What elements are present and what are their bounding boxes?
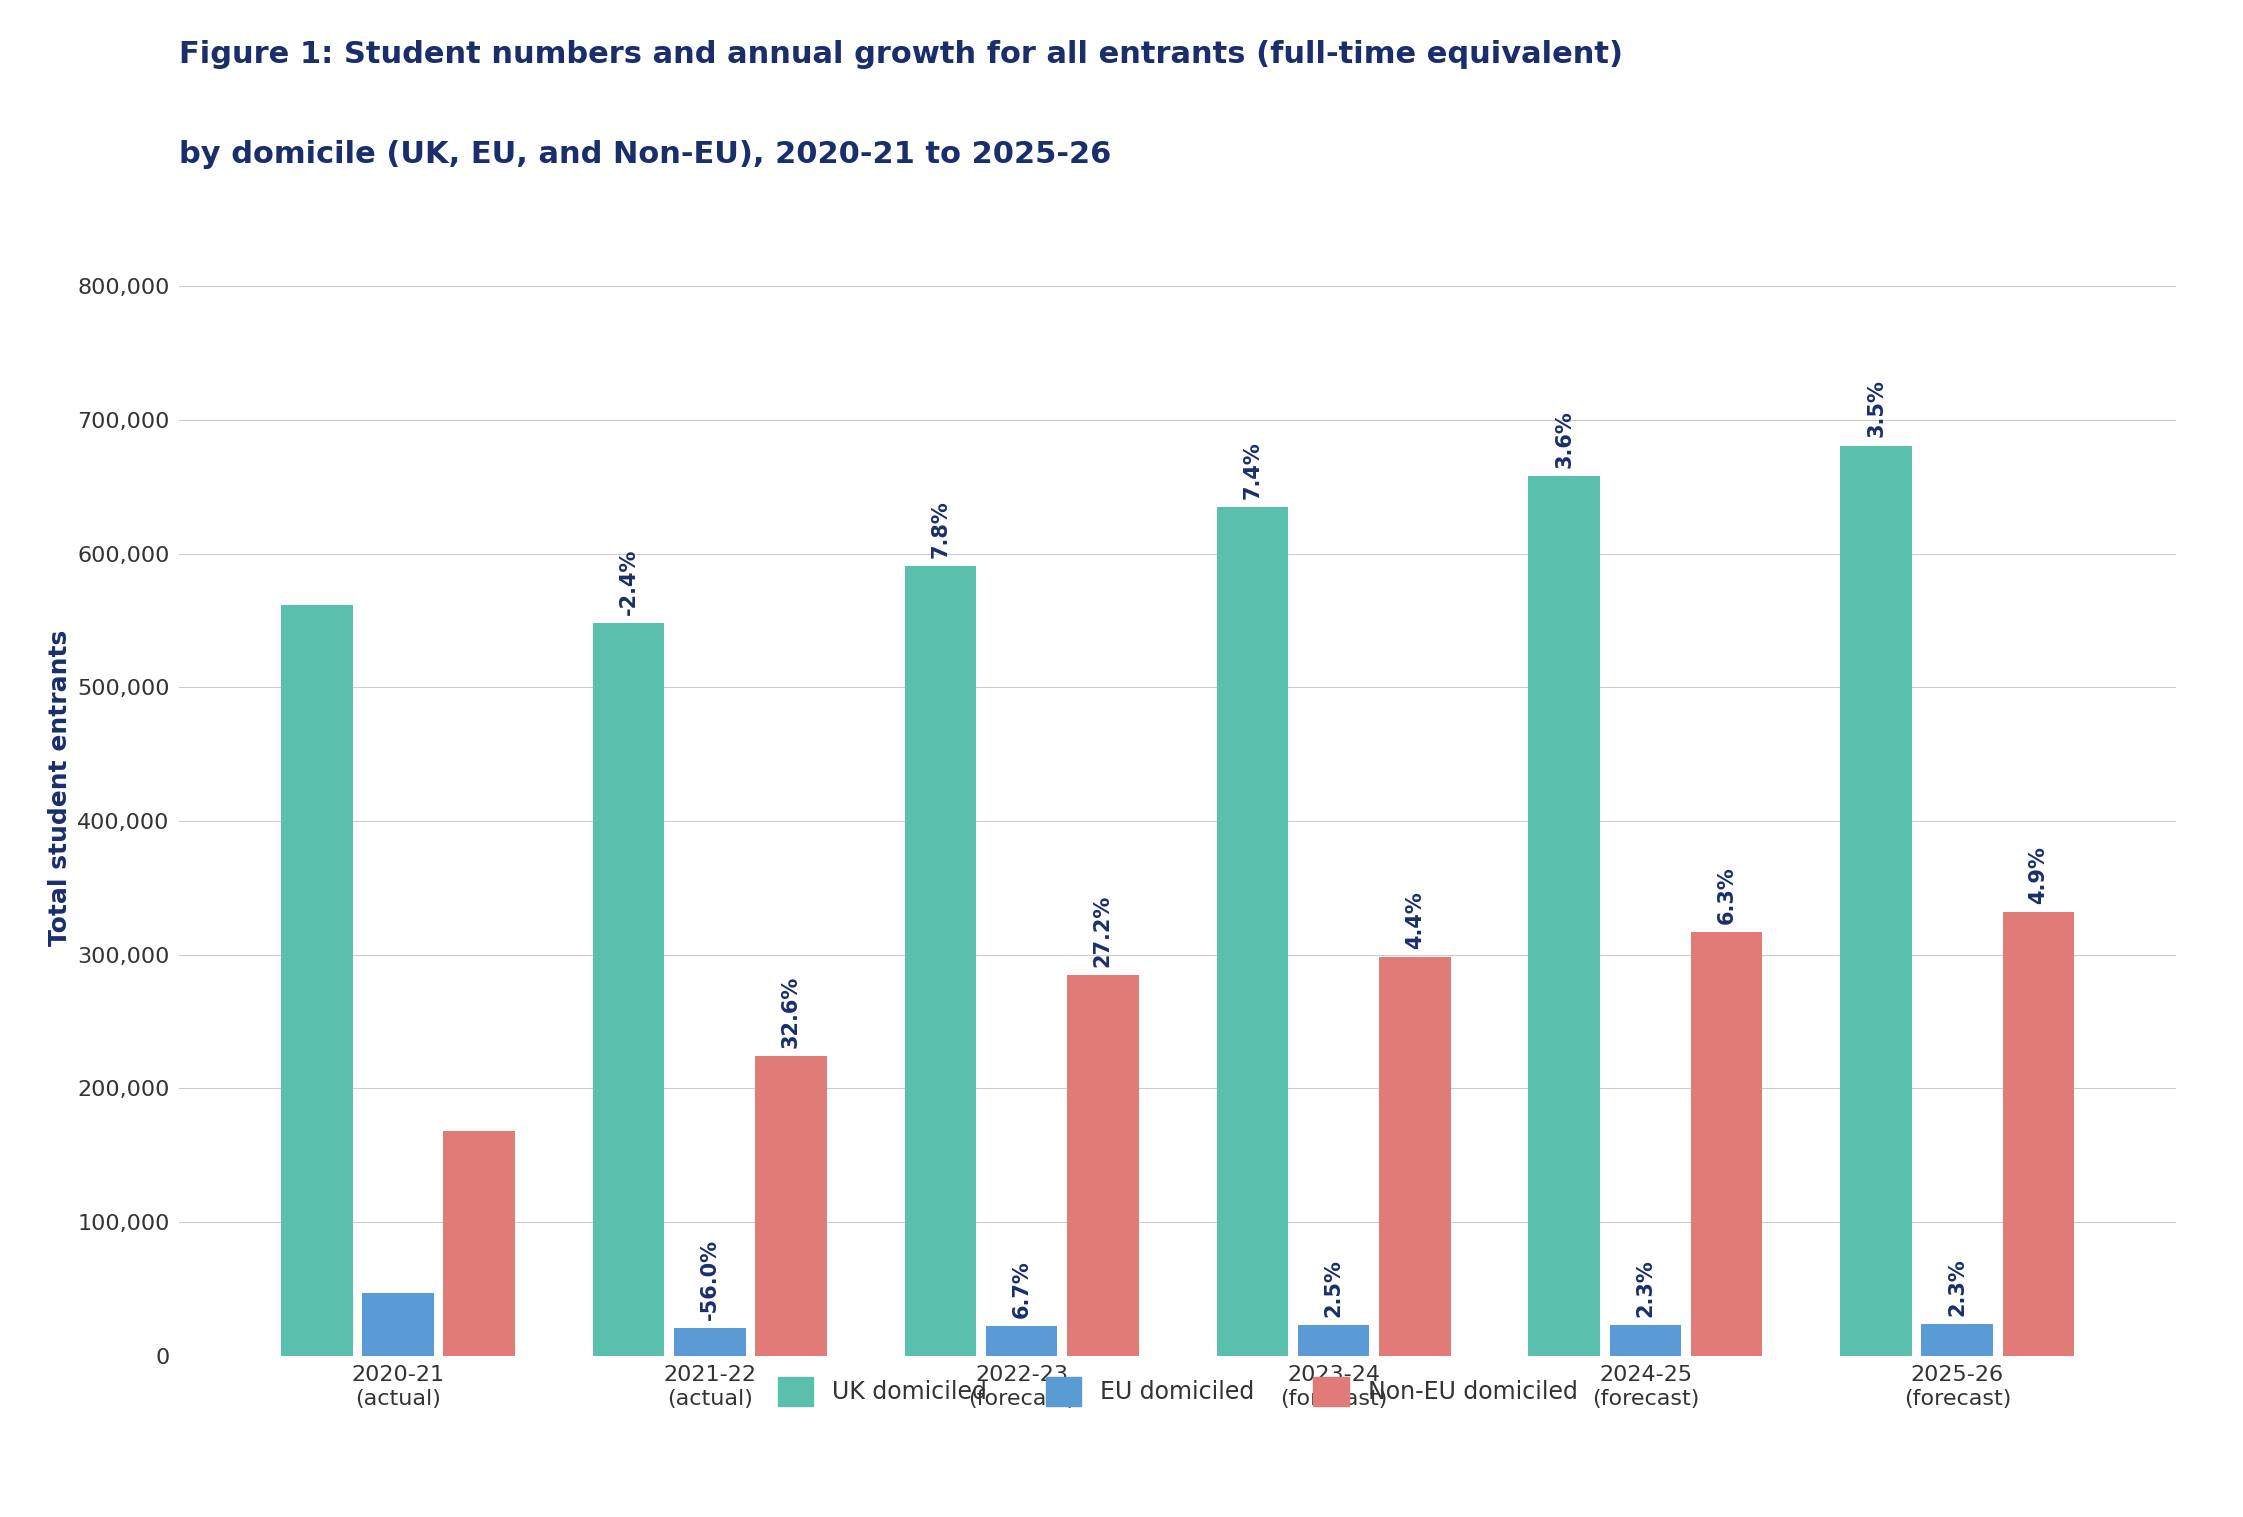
Bar [1068,975,1139,1356]
Bar [361,1292,433,1356]
Text: 2.5%: 2.5% [1323,1259,1344,1317]
Text: 7.4%: 7.4% [1243,441,1263,499]
Bar [1691,931,1763,1356]
Bar [1922,1324,1994,1356]
Text: 7.8%: 7.8% [931,501,951,558]
Bar [2003,912,2075,1356]
Bar [280,605,352,1356]
Y-axis label: Total student entrants: Total student entrants [47,630,72,945]
Bar [1527,476,1599,1356]
Bar [1842,446,1911,1356]
Bar [1379,957,1451,1356]
Text: 3.5%: 3.5% [1866,379,1886,437]
Text: 27.2%: 27.2% [1092,895,1113,966]
Text: 3.6%: 3.6% [1554,411,1575,469]
Bar [673,1327,745,1356]
Bar [904,566,976,1356]
Text: -2.4%: -2.4% [619,549,639,616]
Bar [592,623,664,1356]
Text: 6.7%: 6.7% [1012,1261,1032,1318]
Bar [1299,1326,1370,1356]
Text: 4.9%: 4.9% [2028,846,2048,904]
Legend: UK domiciled, EU domiciled, Non-EU domiciled: UK domiciled, EU domiciled, Non-EU domic… [767,1367,1588,1415]
Text: Figure 1: Student numbers and annual growth for all entrants (full-time equivale: Figure 1: Student numbers and annual gro… [179,39,1624,68]
Bar [1610,1324,1682,1356]
Text: 2.3%: 2.3% [1947,1258,1967,1315]
Text: 4.4%: 4.4% [1404,892,1424,950]
Text: 2.3%: 2.3% [1635,1259,1655,1317]
Bar [1216,507,1287,1356]
Text: 6.3%: 6.3% [1716,866,1736,924]
Text: -56.0%: -56.0% [700,1239,720,1320]
Text: 32.6%: 32.6% [781,975,801,1048]
Bar [444,1132,514,1356]
Text: by domicile (UK, EU, and Non-EU), 2020-21 to 2025-26: by domicile (UK, EU, and Non-EU), 2020-2… [179,140,1113,170]
Bar [985,1326,1056,1356]
Bar [756,1056,828,1356]
